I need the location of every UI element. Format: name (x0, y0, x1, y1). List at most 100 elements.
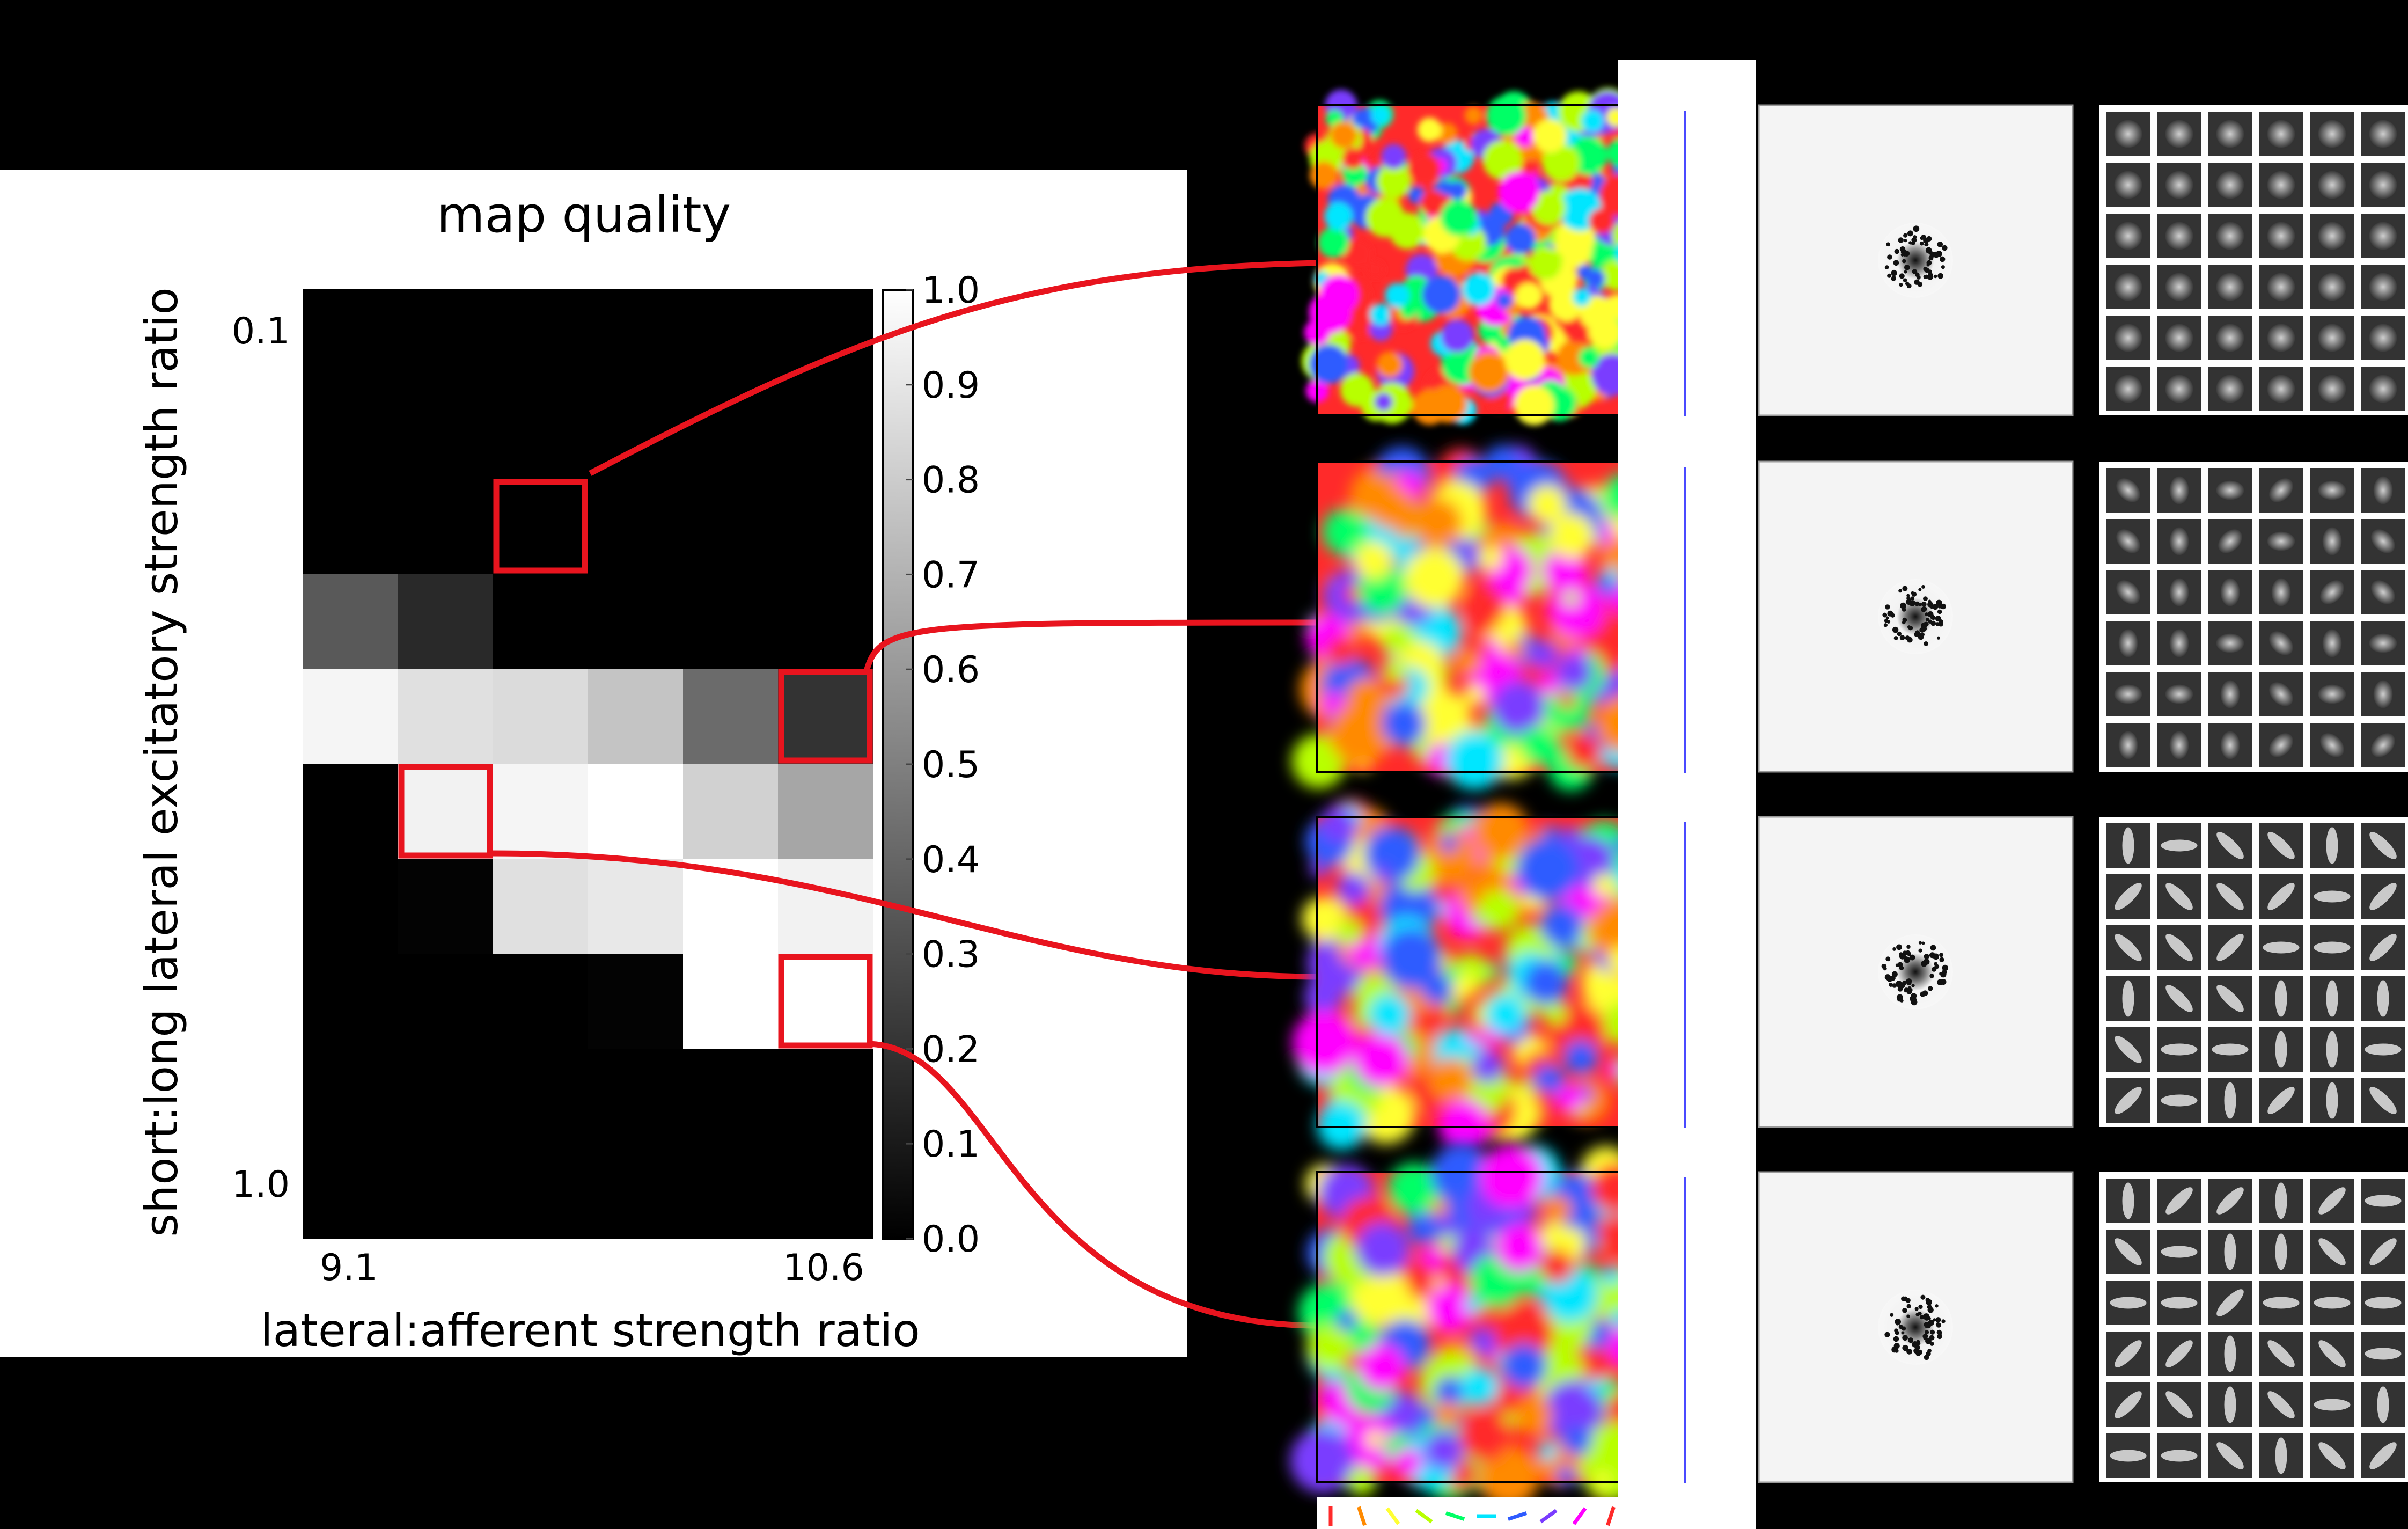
x-tick-left: 9.1 (320, 1247, 378, 1289)
heatmap-cell-r4-c4 (683, 669, 779, 764)
connector-lines (490, 260, 1320, 1329)
heatmap-cell-r6-c3 (588, 859, 684, 954)
highlight-box-3 (398, 764, 493, 859)
colorbar-tick-label-2: 0.8 (922, 459, 980, 502)
highlight-box-4 (778, 954, 873, 1049)
fft-panel-3 (1758, 816, 2074, 1128)
heatmap-cell-r9-c4 (683, 1144, 779, 1239)
heatmap-cells (303, 289, 873, 1239)
heatmap-cell-r5-c3 (588, 764, 684, 859)
heatmap-cell-r5-c2 (493, 764, 589, 859)
heatmap-cell-r3-c1 (398, 574, 494, 669)
heatmap-cell-r0-c5 (778, 289, 873, 384)
heatmap-cell-r2-c0 (303, 479, 399, 574)
orientation-key-bar-9 (1606, 1506, 1616, 1526)
orientation-key-bar-1 (1357, 1506, 1367, 1526)
highlight-boxes (398, 479, 873, 1049)
orientation-map-2 (1291, 444, 1657, 791)
colorbar-tick-label-8: 0.2 (922, 1028, 980, 1071)
orientation-map-3 (1292, 799, 1649, 1151)
colorbar-tick-label-0: 1.0 (922, 269, 980, 312)
heatmap-cell-r3-c2 (493, 574, 589, 669)
connector-line-4 (866, 1041, 1320, 1329)
heatmap-cell-r2-c4 (683, 479, 779, 574)
y-tick-bottom: 1.0 (232, 1164, 290, 1206)
highlight-box-2 (778, 669, 873, 764)
heatmap-cell-r2-c2 (493, 479, 589, 574)
fft-panel-1 (1758, 104, 2074, 416)
heatmap-cell-r7-c0 (303, 954, 399, 1049)
heatmap-cell-r4-c0 (303, 669, 399, 764)
heatmap-cell-r6-c1 (398, 859, 494, 954)
heatmap-cell-r6-c2 (493, 859, 589, 954)
heatmap-cell-r4-c1 (398, 669, 494, 764)
heatmap-cell-r7-c4 (683, 954, 779, 1049)
rf-grid-4 (2099, 1172, 2408, 1482)
orientation-key-bar-7 (1539, 1509, 1558, 1524)
orientation-key-bar-6 (1507, 1511, 1528, 1521)
colorbar-tick-label-10: 0.0 (922, 1218, 980, 1261)
orientation-key-bg (1317, 1497, 1631, 1529)
y-axis-label: short:long lateral excitatory strength r… (135, 287, 188, 1237)
heatmap-cell-r1-c1 (398, 384, 494, 479)
colorbar-tick-label-7: 0.3 (922, 934, 980, 976)
heatmap-cell-r4-c3 (588, 669, 684, 764)
fft-panel-2 (1758, 460, 2074, 773)
colorbar-ticks: 1.0 0.9 0.8 0.7 0.6 0.5 0.4 0.3 0.2 0.1 0.0 (906, 269, 980, 1261)
heatmap-cell-r8-c3 (588, 1049, 684, 1144)
heatmap-cell-r8-c1 (398, 1049, 494, 1144)
colorbar-tick-label-9: 0.1 (922, 1123, 980, 1166)
heatmap-cell-r5-c1 (398, 764, 494, 859)
heatmap-cell-r4-c5 (778, 669, 873, 764)
orientation-key-bar-2 (1385, 1507, 1400, 1525)
y-tick-top: 0.1 (232, 310, 290, 353)
heatmap-cell-r9-c5 (778, 1144, 873, 1239)
x-axis-label: lateral:afferent strength ratio (260, 1304, 920, 1357)
heatmap-cell-r8-c2 (493, 1049, 589, 1144)
heatmap-cell-r9-c0 (303, 1144, 399, 1239)
orientation-key (1317, 1497, 1631, 1529)
heatmap-cell-r2-c5 (778, 479, 873, 574)
heatmap-cell-r2-c3 (588, 479, 684, 574)
fft-panel-4 (1758, 1171, 2074, 1483)
heatmap-cell-r6-c5 (778, 859, 873, 954)
heatmap-cell-r3-c0 (303, 574, 399, 669)
heatmap-cell-r9-c3 (588, 1144, 684, 1239)
heatmap-cell-r7-c3 (588, 954, 684, 1049)
x-tick-right: 10.6 (783, 1247, 864, 1289)
heatmap-cell-r1-c0 (303, 384, 399, 479)
connector-line-3 (490, 850, 1320, 980)
orientation-key-bar-8 (1572, 1507, 1587, 1525)
heatmap-cell-r8-c4 (683, 1049, 779, 1144)
heatmap-cell-r8-c0 (303, 1049, 399, 1144)
rf-grid-2 (2099, 462, 2408, 772)
connector-line-1 (589, 260, 1320, 476)
heatmap-cell-r3-c3 (588, 574, 684, 669)
fft-panels (1758, 104, 2074, 1483)
colorbar-tick-label-6: 0.4 (922, 839, 980, 881)
heatmap-cell-r0-c2 (493, 289, 589, 384)
orientation-map-4 (1290, 1143, 1650, 1508)
heatmap-cell-r4-c2 (493, 669, 589, 764)
heatmap-cell-r3-c4 (683, 574, 779, 669)
orientation-key-bar-3 (1415, 1509, 1433, 1524)
rf-grid-3 (2099, 817, 2408, 1127)
colorbar-tick-label-5: 0.5 (922, 744, 980, 786)
heatmap-cell-r6-c0 (303, 859, 399, 954)
heatmap-cell-r5-c4 (683, 764, 779, 859)
colorbar-tick-label-4: 0.6 (922, 649, 980, 691)
orientation-maps (1290, 87, 1657, 1508)
heatmap-cell-r1-c4 (683, 384, 779, 479)
connector-line-2 (863, 619, 1320, 672)
colorbar-tick-label-1: 0.9 (922, 364, 980, 407)
heatmap-cell-r7-c1 (398, 954, 494, 1049)
heatmap-cell-r2-c1 (398, 479, 494, 574)
heatmap-cell-r9-c2 (493, 1144, 589, 1239)
colorbar-tick-label-3: 0.7 (922, 554, 980, 596)
heatmap-cell-r9-c1 (398, 1144, 494, 1239)
heatmap-cell-r0-c0 (303, 289, 399, 384)
rf-grid-1 (2099, 105, 2408, 415)
highlight-box-1 (493, 479, 588, 574)
profile-strip (1618, 60, 1756, 1529)
